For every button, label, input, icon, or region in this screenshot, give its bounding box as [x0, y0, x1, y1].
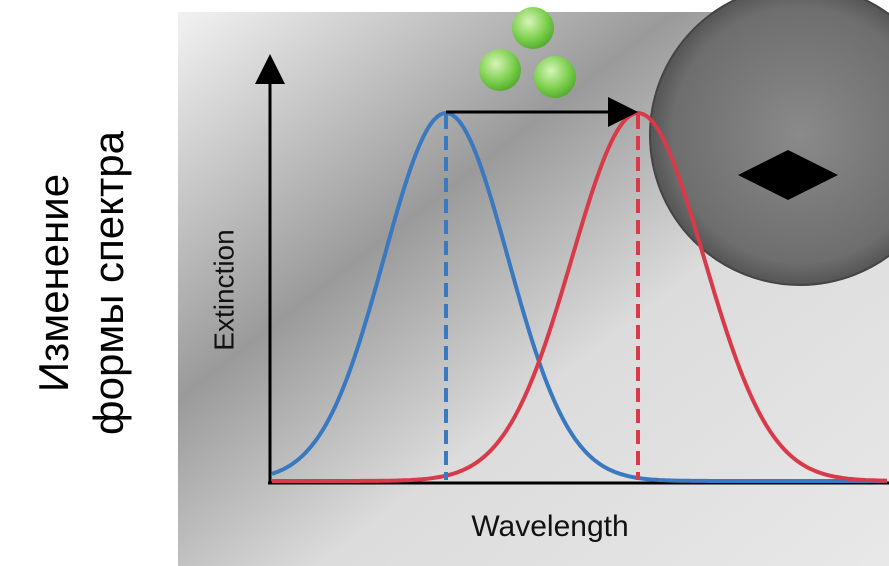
spectrum-curve — [271, 110, 887, 483]
nanoparticle — [534, 56, 576, 98]
y-axis-label: Extinction — [208, 229, 239, 350]
nanoparticle — [479, 49, 521, 91]
x-axis-label: Wavelength — [471, 510, 628, 543]
side-text-line: формы спектра — [85, 130, 132, 435]
spectrum-curve — [272, 110, 888, 483]
nanoparticle — [512, 7, 554, 49]
particle-image — [649, 0, 889, 286]
side-text-line: Изменение — [30, 174, 77, 392]
